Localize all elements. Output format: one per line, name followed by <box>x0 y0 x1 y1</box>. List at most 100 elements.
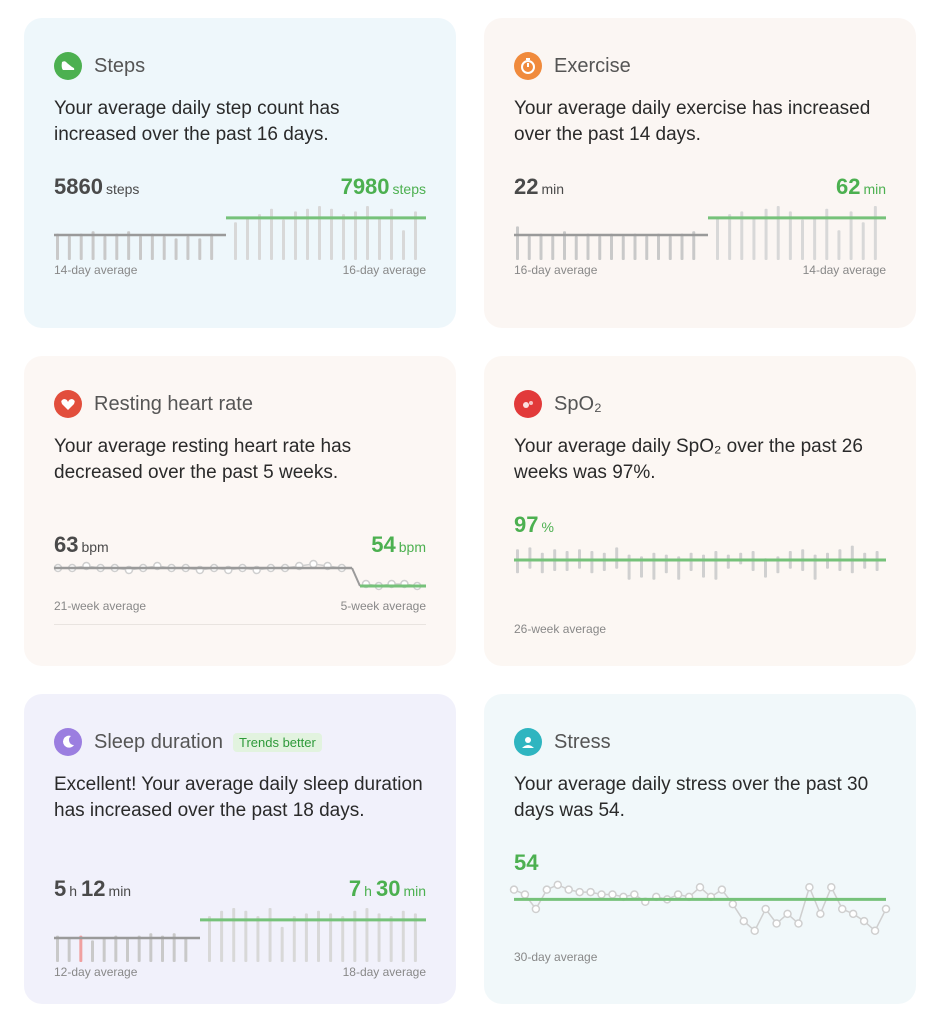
bar-left <box>80 234 83 260</box>
trends-better-badge: Trends better <box>233 733 322 752</box>
stress-point <box>872 927 879 934</box>
stress-point <box>773 920 780 927</box>
bar-right <box>801 220 804 261</box>
exercise-left-caption: 16-day average <box>514 263 597 277</box>
bar-left <box>114 936 117 962</box>
bar-right <box>246 217 249 260</box>
spo2-card[interactable]: SpO₂ Your average daily SpO₂ over the pa… <box>484 356 916 666</box>
shoe-icon <box>54 52 82 80</box>
stress-point <box>762 906 769 913</box>
stress-card[interactable]: Stress Your average daily stress over th… <box>484 694 916 1004</box>
bar-left <box>115 234 118 260</box>
bar-right <box>269 908 272 962</box>
stress-header: Stress <box>514 728 611 756</box>
spo2-bar <box>690 553 693 571</box>
steps-card[interactable]: Steps Your average daily step count has … <box>24 18 456 328</box>
bar-left <box>91 940 94 962</box>
bar-right <box>837 230 840 260</box>
spo2-caption: 26-week average <box>514 622 606 636</box>
bar-left <box>587 234 590 260</box>
bar-right <box>874 206 877 260</box>
bar-right <box>208 916 211 962</box>
stress-point <box>521 891 528 898</box>
resting-hr-right-stat: 54 bpm <box>371 532 426 558</box>
bar-left <box>598 236 601 260</box>
bar-right <box>282 220 285 261</box>
blood-drop-icon <box>514 390 542 418</box>
exercise-bar-chart <box>514 204 886 260</box>
bar-right <box>341 916 344 962</box>
stress-value: 54 <box>514 850 538 876</box>
sleep-title: Sleep duration <box>94 731 223 754</box>
bar-left <box>184 938 187 962</box>
bar-left <box>56 936 59 962</box>
spo2-bar <box>615 547 618 568</box>
bar-left <box>575 236 578 260</box>
bar-left <box>79 936 82 962</box>
bar-left <box>540 234 543 260</box>
spo2-bar <box>665 555 668 574</box>
sleep-right-stat: 7 h 30 min <box>349 876 426 902</box>
exercise-right-caption: 14-day average <box>803 263 886 277</box>
stress-point <box>795 920 802 927</box>
stress-point <box>598 891 605 898</box>
stress-point <box>718 886 725 893</box>
stress-point <box>839 906 846 913</box>
exercise-card[interactable]: Exercise Your average daily exercise has… <box>484 18 916 328</box>
exercise-description: Your average daily exercise has increase… <box>514 96 886 148</box>
steps-header: Steps <box>54 52 145 80</box>
stress-point <box>576 889 583 896</box>
bar-right <box>402 230 405 260</box>
exercise-title: Exercise <box>554 55 631 78</box>
steps-right-stat: 7980 steps <box>341 174 426 200</box>
bar-right <box>716 217 719 260</box>
resting-hr-left-stat: 63 bpm <box>54 532 109 558</box>
spo2-bar-chart <box>514 542 886 590</box>
stress-point <box>729 901 736 908</box>
bar-right <box>752 217 755 260</box>
stress-point <box>740 918 747 925</box>
stress-point <box>631 891 638 898</box>
stress-point <box>806 884 813 891</box>
sleep-duration-card[interactable]: Sleep duration Trends better Excellent! … <box>24 694 456 1004</box>
bar-left <box>139 236 142 260</box>
exercise-left-stat: 22 min <box>514 174 564 200</box>
bar-right <box>256 916 259 962</box>
bar-left <box>210 234 213 260</box>
sleep-header: Sleep duration Trends better <box>54 728 322 756</box>
stress-point <box>751 927 758 934</box>
bar-left <box>103 938 106 962</box>
bar-right <box>281 927 284 962</box>
exercise-right-stat: 62 min <box>836 174 886 200</box>
bar-right <box>728 214 731 260</box>
resting-heart-rate-card[interactable]: Resting heart rate Your average resting … <box>24 356 456 666</box>
bar-right <box>342 214 345 260</box>
spo2-bar <box>727 555 730 569</box>
bar-left <box>56 234 59 260</box>
spo2-header: SpO₂ <box>514 390 602 418</box>
bar-right <box>232 908 235 962</box>
stress-point <box>817 910 824 917</box>
bar-left <box>657 234 660 260</box>
spo2-bar <box>702 555 705 578</box>
spo2-bar <box>628 555 631 580</box>
steps-description: Your average daily step count has increa… <box>54 96 426 148</box>
resting-hr-header: Resting heart rate <box>54 390 253 418</box>
hr-transition-line <box>352 568 360 586</box>
bar-left <box>516 226 519 260</box>
resting-hr-left-caption: 21-week average <box>54 599 146 613</box>
stress-point <box>532 906 539 913</box>
steps-title: Steps <box>94 55 145 78</box>
spo2-bar <box>590 551 593 573</box>
spo2-bar <box>603 553 606 571</box>
bar-right <box>365 908 368 962</box>
steps-left-caption: 14-day average <box>54 263 137 277</box>
bar-right <box>293 916 296 962</box>
bar-right <box>378 217 381 260</box>
spo2-description: Your average daily SpO₂ over the past 26… <box>514 434 886 486</box>
sleep-description: Excellent! Your average daily sleep dura… <box>54 772 426 824</box>
bar-right <box>366 206 369 260</box>
resting-hr-divider <box>54 624 426 625</box>
resting-hr-description: Your average resting heart rate has decr… <box>54 434 426 486</box>
stress-point <box>565 886 572 893</box>
